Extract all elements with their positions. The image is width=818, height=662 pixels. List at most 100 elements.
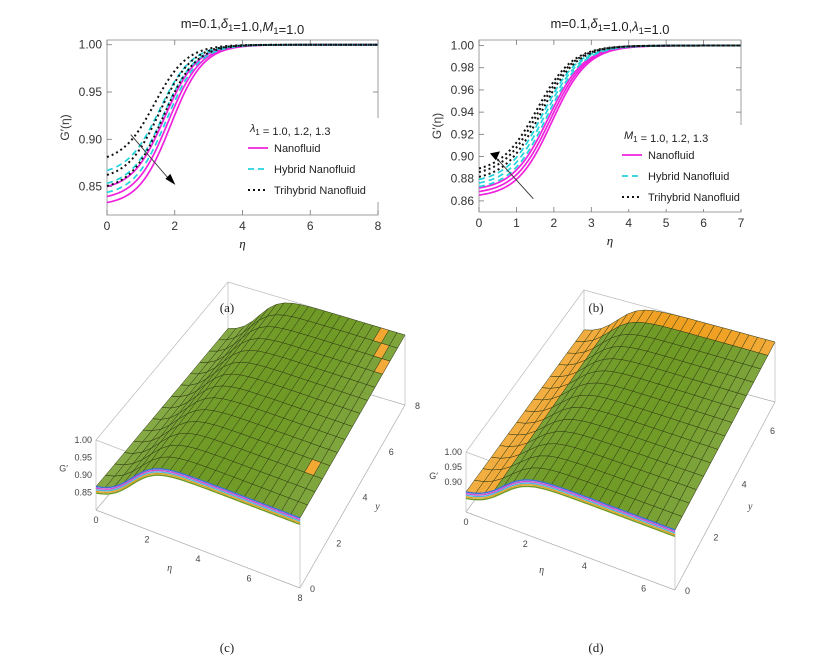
x-tick-label: 2 bbox=[144, 535, 149, 545]
z-axis-label: G′ bbox=[429, 471, 438, 481]
y-tick-label: 0 bbox=[685, 586, 690, 596]
z-tick-label: 0.95 bbox=[74, 453, 92, 463]
x-tick-label: 8 bbox=[297, 593, 302, 603]
y-axis-label: y bbox=[374, 502, 380, 513]
x-axis-label: η bbox=[167, 563, 172, 574]
x-tick-label: 7 bbox=[738, 216, 745, 230]
y-tick-label: 6 bbox=[770, 426, 775, 436]
panel-caption: (b) bbox=[588, 300, 603, 315]
x-tick-label: 4 bbox=[239, 219, 246, 233]
y-tick-label: 0.86 bbox=[451, 194, 475, 208]
y-tick-label: 0 bbox=[310, 584, 315, 594]
x-tick-label: 6 bbox=[246, 574, 251, 584]
series-2-curve-1 bbox=[106, 43, 378, 176]
z-tick-label: 0.95 bbox=[444, 462, 462, 472]
box-edge bbox=[95, 509, 301, 589]
chart-title: m=0.1,δ1=1.0,λ1=1.0 bbox=[550, 16, 669, 37]
panel-b: m=0.1,δ1=1.0,λ1=1.0 0 1 2 3 4 5 6 7 0.86 0.88 0.90 0… bbox=[430, 16, 756, 248]
y-axis-label: G′(η) bbox=[58, 114, 72, 140]
x-tick-label: 6 bbox=[641, 583, 646, 593]
x-axis-label: η bbox=[607, 233, 613, 248]
box-edge bbox=[465, 511, 676, 591]
panel-a: m=0.1,δ1=1.0,M1=1.0 0 2 4 6 8 0.85 0.90 0.95 1.00… bbox=[58, 16, 382, 251]
panel-caption: (c) bbox=[220, 640, 234, 655]
x-tick-label: 0 bbox=[104, 219, 111, 233]
y-tick-label: 1.00 bbox=[79, 38, 103, 52]
x-tick-label: 6 bbox=[700, 216, 707, 230]
y-tick-label: 6 bbox=[389, 447, 394, 457]
legend-header: M1 = 1.0, 1.2, 1.3 bbox=[624, 130, 708, 145]
y-tick-label: 2 bbox=[336, 538, 341, 548]
y-axis-label: y bbox=[747, 501, 753, 512]
y-axis-label: G′(η) bbox=[430, 113, 444, 139]
legend-label-0: Nanofluid bbox=[648, 150, 694, 162]
front-edge-layer bbox=[95, 471, 301, 522]
legend-box bbox=[242, 118, 382, 202]
x-tick-label: 4 bbox=[582, 561, 587, 571]
x-tick-label: 0 bbox=[93, 515, 98, 525]
legend-label-2: Trihybrid Nanofluid bbox=[274, 185, 366, 197]
y-tick-label: 0.85 bbox=[79, 180, 103, 194]
x-axis-label: η bbox=[539, 565, 544, 576]
front-edge-layer bbox=[465, 479, 676, 531]
x-tick-label: 5 bbox=[663, 216, 670, 230]
box-top-edge bbox=[465, 289, 585, 453]
legend-box bbox=[616, 125, 756, 209]
front-edge-layer bbox=[465, 484, 676, 536]
z-tick-label: 0.85 bbox=[74, 488, 92, 498]
z-tick-label: 1.00 bbox=[444, 447, 462, 457]
front-edge-layer bbox=[95, 469, 301, 521]
chart-title: m=0.1,δ1=1.0,M1=1.0 bbox=[181, 16, 305, 37]
x-tick-label: 3 bbox=[588, 216, 595, 230]
series-2-curve-2 bbox=[478, 44, 741, 170]
panel-d: 1.00 0.95 0.90 G′ 0 2 4 6 η 0 2 4 6 y bbox=[429, 289, 776, 596]
y-tick-label: 0.98 bbox=[451, 61, 475, 75]
y-tick-label: 0.90 bbox=[79, 132, 103, 146]
z-axis-label: G′ bbox=[59, 464, 68, 474]
box-edge bbox=[674, 401, 776, 591]
series-2-curve-2 bbox=[106, 43, 378, 187]
z-tick-label: 0.90 bbox=[74, 470, 92, 480]
box-top-edge bbox=[95, 281, 229, 441]
front-edge-layer bbox=[465, 482, 676, 534]
y-tick-label: 0.92 bbox=[451, 127, 475, 141]
legend-label-1: Hybrid Nanofluid bbox=[274, 164, 355, 176]
y-tick-label: 0.95 bbox=[79, 85, 103, 99]
x-tick-label: 2 bbox=[171, 219, 178, 233]
y-tick-label: 0.94 bbox=[451, 105, 475, 119]
y-tick-label: 0.96 bbox=[451, 83, 475, 97]
panel-caption: (d) bbox=[588, 640, 603, 655]
x-tick-label: 4 bbox=[625, 216, 632, 230]
x-tick-label: 6 bbox=[307, 219, 314, 233]
x-tick-label: 8 bbox=[375, 219, 382, 233]
z-tick-label: 1.00 bbox=[74, 435, 92, 445]
x-tick-label: 2 bbox=[523, 539, 528, 549]
x-tick-label: 0 bbox=[476, 216, 483, 230]
legend-label-2: Trihybrid Nanofluid bbox=[648, 192, 740, 204]
legend-label-0: Nanofluid bbox=[274, 143, 320, 155]
front-edge-layer bbox=[95, 467, 301, 519]
panel-caption: (a) bbox=[220, 300, 234, 315]
x-tick-label: 1 bbox=[513, 216, 520, 230]
legend-header: λ1 = 1.0, 1.2, 1.3 bbox=[249, 123, 330, 138]
front-edge-layer bbox=[95, 474, 301, 526]
y-tick-label: 4 bbox=[742, 479, 747, 489]
trend-arrow-line bbox=[493, 155, 534, 199]
front-edge-layer bbox=[465, 485, 676, 538]
x-axis-label: η bbox=[239, 236, 245, 251]
front-edge-layer bbox=[465, 480, 676, 533]
box-edge bbox=[299, 404, 406, 589]
legend-label-1: Hybrid Nanofluid bbox=[648, 171, 729, 183]
y-tick-label: 4 bbox=[363, 493, 368, 503]
y-tick-label: 0.88 bbox=[451, 172, 475, 186]
y-tick-label: 1.00 bbox=[451, 39, 475, 53]
x-tick-label: 4 bbox=[195, 554, 200, 564]
y-tick-label: 2 bbox=[713, 533, 718, 543]
z-tick-label: 0.90 bbox=[444, 477, 462, 487]
y-tick-label: 8 bbox=[415, 401, 420, 411]
y-tick-label: 0.90 bbox=[451, 150, 475, 164]
x-tick-label: 2 bbox=[551, 216, 558, 230]
trend-arrow-line bbox=[130, 134, 172, 183]
panel-c: 1.00 0.95 0.90 0.85 G′ 0 2 4 6 8 η 0 2 4 6 8 y bbox=[59, 281, 420, 603]
